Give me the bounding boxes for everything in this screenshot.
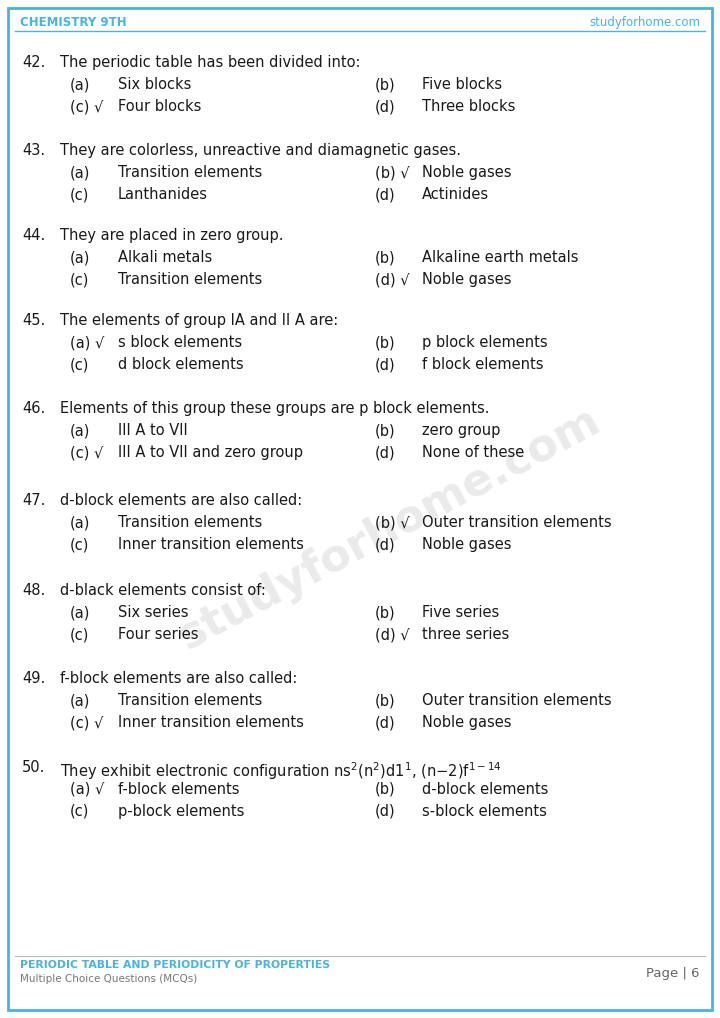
Text: (c): (c) bbox=[70, 627, 89, 642]
Text: (a): (a) bbox=[70, 77, 91, 92]
Text: Six blocks: Six blocks bbox=[118, 77, 192, 92]
Text: Outer transition elements: Outer transition elements bbox=[422, 515, 611, 530]
Text: 42.: 42. bbox=[22, 55, 45, 70]
Text: Five series: Five series bbox=[422, 605, 499, 620]
Text: (a): (a) bbox=[70, 693, 91, 708]
Text: The elements of group IA and II A are:: The elements of group IA and II A are: bbox=[60, 313, 338, 328]
Text: 45.: 45. bbox=[22, 313, 45, 328]
Text: Alkali metals: Alkali metals bbox=[118, 250, 212, 265]
Text: s-block elements: s-block elements bbox=[422, 804, 547, 819]
Text: (d) √: (d) √ bbox=[375, 627, 410, 642]
Text: (c): (c) bbox=[70, 272, 89, 287]
Text: s block elements: s block elements bbox=[118, 335, 242, 350]
Text: d block elements: d block elements bbox=[118, 357, 243, 372]
Text: They are placed in zero group.: They are placed in zero group. bbox=[60, 228, 284, 243]
Text: Transition elements: Transition elements bbox=[118, 165, 262, 180]
Text: (b): (b) bbox=[375, 693, 395, 708]
Text: (b): (b) bbox=[375, 423, 395, 438]
Text: Noble gases: Noble gases bbox=[422, 272, 511, 287]
Text: studyforhome.com: studyforhome.com bbox=[589, 16, 700, 29]
Text: They exhibit electronic configuration ns$^2$(n$^2$)d1$^1$, (n$-$2)f$^{1-14}$: They exhibit electronic configuration ns… bbox=[60, 760, 502, 782]
Text: Three blocks: Three blocks bbox=[422, 99, 516, 114]
Text: p block elements: p block elements bbox=[422, 335, 548, 350]
Text: (b) √: (b) √ bbox=[375, 515, 410, 530]
Text: Noble gases: Noble gases bbox=[422, 165, 511, 180]
Text: Transition elements: Transition elements bbox=[118, 693, 262, 708]
Text: d-block elements: d-block elements bbox=[422, 782, 549, 797]
Text: Page | 6: Page | 6 bbox=[647, 967, 700, 980]
Text: PERIODIC TABLE AND PERIODICITY OF PROPERTIES: PERIODIC TABLE AND PERIODICITY OF PROPER… bbox=[20, 960, 330, 970]
Text: III A to VII and zero group: III A to VII and zero group bbox=[118, 445, 303, 460]
Text: (a): (a) bbox=[70, 605, 91, 620]
Text: (a): (a) bbox=[70, 250, 91, 265]
Text: Inner transition elements: Inner transition elements bbox=[118, 715, 304, 730]
Text: 43.: 43. bbox=[22, 143, 45, 158]
Text: CHEMISTRY 9TH: CHEMISTRY 9TH bbox=[20, 16, 127, 29]
Text: Six series: Six series bbox=[118, 605, 189, 620]
Text: 44.: 44. bbox=[22, 228, 45, 243]
Text: Alkaline earth metals: Alkaline earth metals bbox=[422, 250, 578, 265]
Text: (d): (d) bbox=[375, 99, 395, 114]
Text: (a) √: (a) √ bbox=[70, 782, 104, 797]
Text: (c) √: (c) √ bbox=[70, 99, 104, 114]
Text: (b): (b) bbox=[375, 250, 395, 265]
Text: f-block elements: f-block elements bbox=[118, 782, 240, 797]
Text: (b): (b) bbox=[375, 605, 395, 620]
Text: Noble gases: Noble gases bbox=[422, 715, 511, 730]
Text: III A to VII: III A to VII bbox=[118, 423, 188, 438]
Text: (c): (c) bbox=[70, 187, 89, 202]
Text: 48.: 48. bbox=[22, 583, 45, 598]
Text: p-block elements: p-block elements bbox=[118, 804, 244, 819]
Text: Outer transition elements: Outer transition elements bbox=[422, 693, 611, 708]
Text: f block elements: f block elements bbox=[422, 357, 544, 372]
Text: three series: three series bbox=[422, 627, 509, 642]
Text: Transition elements: Transition elements bbox=[118, 272, 262, 287]
Text: (c) √: (c) √ bbox=[70, 715, 104, 730]
Text: They are colorless, unreactive and diamagnetic gases.: They are colorless, unreactive and diama… bbox=[60, 143, 461, 158]
Text: (d): (d) bbox=[375, 715, 395, 730]
Text: (a) √: (a) √ bbox=[70, 335, 104, 350]
Text: (d) √: (d) √ bbox=[375, 272, 410, 287]
Text: (b): (b) bbox=[375, 335, 395, 350]
Text: Elements of this group these groups are p block elements.: Elements of this group these groups are … bbox=[60, 401, 490, 416]
Text: (c) √: (c) √ bbox=[70, 445, 104, 460]
Text: zero group: zero group bbox=[422, 423, 500, 438]
Text: Multiple Choice Questions (MCQs): Multiple Choice Questions (MCQs) bbox=[20, 974, 197, 984]
Text: Four series: Four series bbox=[118, 627, 199, 642]
Text: 49.: 49. bbox=[22, 671, 45, 686]
Text: studyforhome.com: studyforhome.com bbox=[172, 398, 608, 658]
Text: 47.: 47. bbox=[22, 493, 45, 508]
Text: 50.: 50. bbox=[22, 760, 45, 775]
Text: (c): (c) bbox=[70, 538, 89, 552]
Text: Five blocks: Five blocks bbox=[422, 77, 502, 92]
Text: (d): (d) bbox=[375, 187, 395, 202]
Text: (d): (d) bbox=[375, 804, 395, 819]
Text: (b) √: (b) √ bbox=[375, 165, 410, 180]
FancyBboxPatch shape bbox=[8, 8, 712, 1010]
Text: Transition elements: Transition elements bbox=[118, 515, 262, 530]
Text: (d): (d) bbox=[375, 538, 395, 552]
Text: (d): (d) bbox=[375, 357, 395, 372]
Text: (a): (a) bbox=[70, 423, 91, 438]
Text: Actinides: Actinides bbox=[422, 187, 489, 202]
Text: (b): (b) bbox=[375, 782, 395, 797]
Text: The periodic table has been divided into:: The periodic table has been divided into… bbox=[60, 55, 361, 70]
Text: Inner transition elements: Inner transition elements bbox=[118, 538, 304, 552]
Text: d-black elements consist of:: d-black elements consist of: bbox=[60, 583, 266, 598]
Text: (d): (d) bbox=[375, 445, 395, 460]
Text: None of these: None of these bbox=[422, 445, 524, 460]
Text: 46.: 46. bbox=[22, 401, 45, 416]
Text: (b): (b) bbox=[375, 77, 395, 92]
Text: (c): (c) bbox=[70, 357, 89, 372]
Text: Noble gases: Noble gases bbox=[422, 538, 511, 552]
Text: d-block elements are also called:: d-block elements are also called: bbox=[60, 493, 302, 508]
Text: (c): (c) bbox=[70, 804, 89, 819]
Text: Lanthanides: Lanthanides bbox=[118, 187, 208, 202]
Text: Four blocks: Four blocks bbox=[118, 99, 202, 114]
Text: (a): (a) bbox=[70, 515, 91, 530]
Text: (a): (a) bbox=[70, 165, 91, 180]
Text: f-block elements are also called:: f-block elements are also called: bbox=[60, 671, 297, 686]
